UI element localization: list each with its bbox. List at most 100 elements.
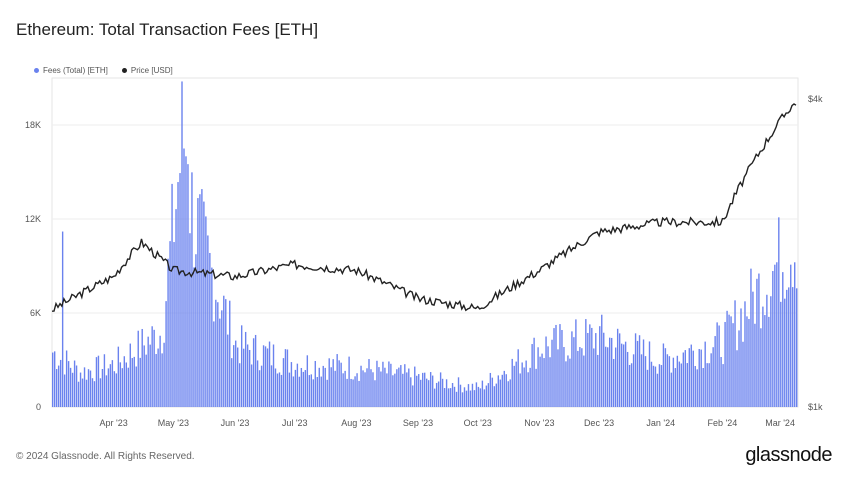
- fee-bar: [519, 373, 521, 407]
- fee-bar: [316, 377, 318, 407]
- fee-bar: [760, 328, 762, 407]
- fee-bar: [734, 300, 736, 407]
- fee-bar: [276, 373, 279, 407]
- x-tick-label: May '23: [158, 418, 189, 428]
- legend-item-fees[interactable]: Fees (Total) [ETH]: [34, 66, 108, 75]
- price-legend-dot: [121, 68, 127, 73]
- x-tick-label: Sep '23: [403, 418, 433, 428]
- fee-bar: [404, 364, 406, 407]
- fee-bar: [199, 194, 201, 407]
- fee-bar: [624, 341, 627, 407]
- fee-bar: [386, 373, 388, 407]
- fee-bar: [288, 372, 291, 407]
- fee-bar: [237, 347, 239, 407]
- x-tick-label: Dec '23: [584, 418, 614, 428]
- fee-bar: [567, 355, 569, 407]
- fee-bar: [708, 363, 710, 407]
- fee-bar: [155, 354, 157, 407]
- fee-bar: [616, 328, 619, 407]
- fee-bar: [227, 334, 229, 407]
- fee-bar: [696, 369, 698, 407]
- fee-bar: [441, 378, 444, 407]
- fee-bar: [322, 365, 324, 407]
- fee-bar: [268, 341, 271, 407]
- fee-bar: [342, 373, 344, 407]
- fee-bars: [52, 81, 798, 407]
- fee-bar: [620, 343, 623, 407]
- fee-bar: [565, 361, 567, 407]
- fee-bar: [211, 267, 213, 407]
- fee-bar: [262, 345, 265, 407]
- fee-bar: [149, 344, 151, 407]
- fee-bar: [555, 324, 557, 407]
- glassnode-logo: glassnode: [745, 444, 832, 466]
- fee-bar: [722, 364, 724, 407]
- fee-bar: [193, 267, 195, 407]
- fee-bar: [169, 241, 171, 407]
- fee-bar: [73, 360, 76, 407]
- fee-bar: [435, 382, 438, 407]
- fee-bar: [577, 350, 579, 407]
- fee-bar: [260, 365, 263, 407]
- fee-bar: [447, 388, 450, 407]
- fee-bar: [352, 379, 354, 407]
- fee-bar: [115, 373, 118, 407]
- legend-item-price[interactable]: Price [USD]: [121, 66, 173, 75]
- fee-bar: [700, 349, 702, 407]
- fee-bar: [258, 370, 261, 407]
- fee-bar: [493, 386, 496, 407]
- fee-bar: [161, 353, 163, 407]
- fee-bar: [233, 345, 235, 407]
- fee-bar: [599, 326, 601, 407]
- fee-bar: [762, 306, 764, 407]
- fee-bar: [718, 325, 720, 407]
- fee-bar: [378, 367, 380, 407]
- fee-bar: [306, 355, 309, 407]
- fee-bar: [535, 368, 537, 407]
- fee-bar: [123, 356, 126, 407]
- fee-bar: [75, 365, 78, 407]
- fee-bar: [754, 323, 756, 407]
- fee-bar: [392, 375, 394, 407]
- fee-bar: [585, 319, 587, 407]
- fee-bar: [121, 368, 124, 407]
- fee-bar: [571, 331, 573, 407]
- fee-bar: [213, 321, 215, 407]
- fee-bar: [185, 156, 187, 407]
- fee-bar: [151, 326, 153, 407]
- fee-bar: [688, 348, 690, 407]
- fee-bar: [630, 363, 633, 407]
- fee-bar: [674, 368, 677, 407]
- fee-bar: [382, 361, 384, 407]
- fee-bar: [374, 380, 376, 407]
- fee-bar: [581, 348, 583, 407]
- fee-bar: [167, 258, 169, 407]
- fee-bar: [790, 264, 792, 407]
- fee-bar: [67, 361, 70, 407]
- fee-bar: [147, 336, 149, 407]
- fee-bar: [223, 295, 225, 407]
- fee-bar: [159, 335, 161, 407]
- fee-bar: [300, 367, 303, 407]
- fee-bar: [539, 356, 541, 407]
- fee-bar: [111, 360, 114, 407]
- fee-bar: [758, 273, 760, 407]
- fee-bar: [344, 370, 346, 407]
- fee-bar: [489, 372, 492, 407]
- fee-bar: [517, 349, 519, 407]
- fee-bar: [609, 337, 611, 407]
- fee-bar: [229, 300, 231, 407]
- fee-bar: [376, 360, 378, 407]
- fee-bar: [658, 364, 661, 407]
- fee-bar: [485, 385, 488, 407]
- fee-bar: [153, 329, 155, 407]
- fee-bar: [59, 359, 62, 407]
- y-left-tick-label: 0: [36, 402, 41, 412]
- fee-bar: [559, 324, 561, 407]
- y-right-tick-label: $1k: [808, 402, 823, 412]
- fee-bar: [219, 318, 221, 407]
- fee-bar: [706, 363, 708, 407]
- x-tick-label: Mar '24: [765, 418, 795, 428]
- fee-bar: [714, 336, 716, 407]
- fee-bar: [135, 366, 137, 407]
